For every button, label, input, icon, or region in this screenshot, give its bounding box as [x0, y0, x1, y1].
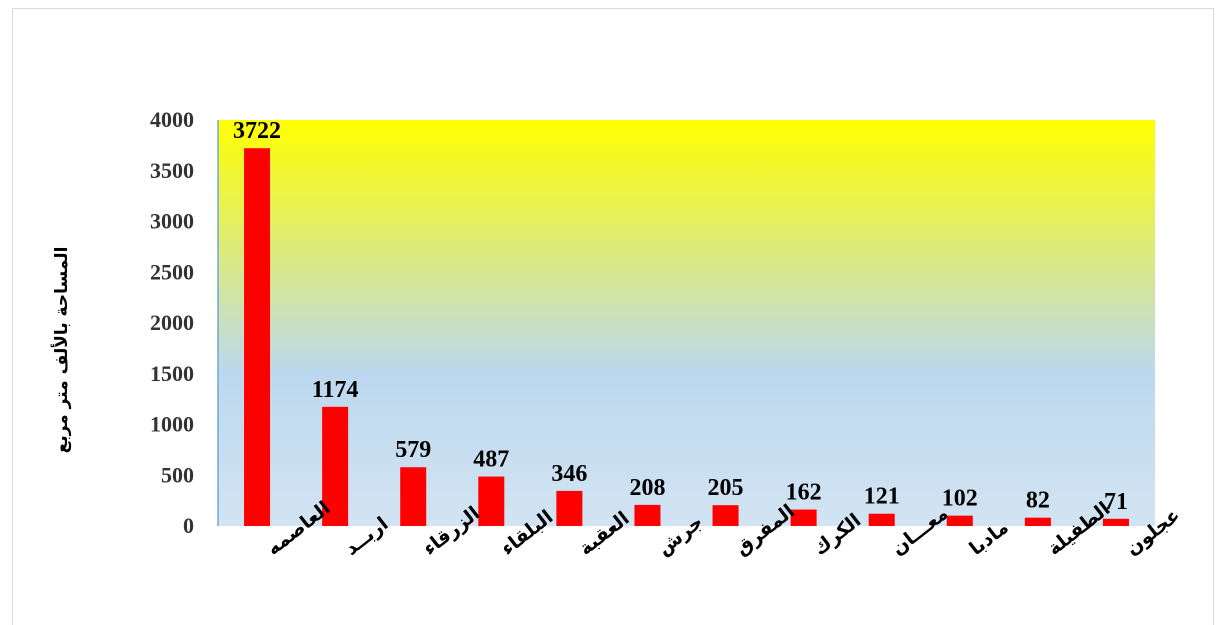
plot-area	[218, 120, 1155, 526]
data-label: 205	[708, 475, 744, 501]
data-label: 579	[395, 437, 431, 463]
bars-group	[244, 148, 1129, 527]
data-labels: 3722 1174 579 487 346 208 205 162 121 102 82 71	[233, 118, 1128, 515]
data-label: 82	[1026, 488, 1050, 514]
data-label: 102	[942, 486, 978, 512]
bar	[400, 467, 427, 526]
y-tick-label: 2500	[150, 259, 194, 284]
bar	[868, 513, 895, 526]
y-tick-label: 3000	[150, 209, 194, 234]
y-tick-label: 1500	[150, 361, 194, 386]
data-label: 162	[786, 480, 822, 506]
y-tick-label: 500	[161, 462, 194, 487]
bar	[712, 505, 739, 526]
y-tick-label: 2000	[150, 310, 194, 335]
y-tick-label: 4000	[150, 107, 194, 132]
data-label: 208	[629, 475, 665, 501]
data-label: 487	[473, 447, 509, 473]
data-label: 346	[551, 461, 587, 487]
data-label: 121	[864, 484, 900, 510]
bar	[634, 504, 661, 526]
bar	[946, 515, 973, 526]
bar	[1102, 518, 1129, 526]
data-label: 71	[1104, 489, 1128, 515]
y-tick-label: 3500	[150, 158, 194, 183]
y-tick-labels: 0 500 1000 1500 2000 2500 3000 3500 4000	[150, 107, 194, 538]
bar	[244, 148, 271, 527]
y-tick-label: 1000	[150, 412, 194, 437]
data-label: 1174	[312, 377, 359, 403]
y-axis-label: المساحة بالألف متر مربع	[52, 246, 72, 454]
bar	[1024, 517, 1051, 526]
y-tick-label: 0	[183, 513, 194, 538]
bar	[478, 476, 505, 526]
bar	[322, 406, 349, 526]
data-label: 3722	[233, 118, 281, 144]
bar	[790, 509, 817, 526]
bar	[556, 490, 583, 526]
